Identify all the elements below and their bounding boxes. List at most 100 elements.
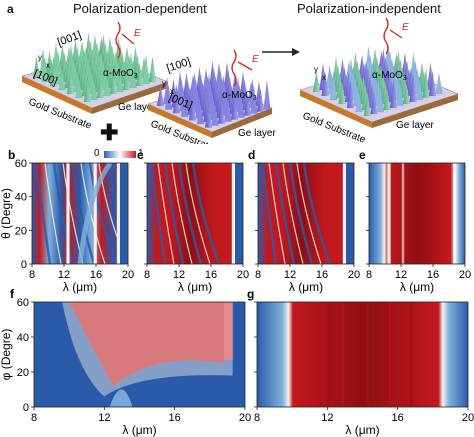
middle-wave-icon — [231, 49, 237, 87]
right-axis-x: x — [322, 73, 326, 82]
panel-letter-a: a — [7, 2, 14, 16]
x-tick-label: 20 — [462, 412, 474, 424]
heatmap-band — [401, 163, 405, 264]
y-axis-label: θ (Degre) — [0, 188, 13, 239]
cone-shape — [164, 84, 173, 110]
cone-shape — [415, 77, 424, 101]
cone-shape — [188, 93, 197, 121]
cone-shape — [103, 73, 111, 97]
cone-shape — [263, 80, 271, 110]
cone-shape — [109, 64, 118, 95]
cone-shape — [172, 84, 181, 114]
colorbar-max-label: 1 — [138, 148, 144, 159]
cone-shape — [224, 98, 232, 122]
plot-frame — [256, 301, 469, 408]
y-tick-label: 40 — [15, 192, 27, 204]
heatmap-panel-b: b 8 12 16 20 λ (μm) 0 20 40 60 θ (Degre) — [0, 148, 134, 294]
y-tick-label: 20 — [17, 367, 29, 379]
x-tick-label: 12 — [98, 412, 110, 424]
x-axis-label: λ (μm) — [345, 423, 379, 437]
heatmap-band — [453, 163, 457, 264]
x-axis-label: λ (μm) — [178, 280, 212, 294]
y-tick-label: 40 — [17, 332, 29, 344]
panel-letter-e: e — [359, 148, 366, 162]
y-tick-label: 0 — [21, 259, 27, 271]
heatmap-fringe — [177, 163, 203, 264]
cone-shape — [90, 79, 98, 101]
x-tick-label: 20 — [237, 269, 249, 281]
heatmap-fringe — [88, 163, 118, 264]
heatmap-band — [409, 302, 413, 407]
y-axis-label: φ (Degre) — [0, 329, 13, 381]
x-tick-label: 8 — [255, 269, 261, 281]
x-axis-label: λ (μm) — [289, 280, 323, 294]
title-polarization-dependent: Polarization-dependent — [73, 1, 207, 16]
heatmap-fringe — [268, 163, 286, 264]
heatmap-background — [369, 163, 465, 264]
heatmap-fringe — [44, 163, 62, 264]
cone-shape — [66, 66, 75, 95]
left-wave-icon — [115, 21, 121, 59]
cone-shape — [96, 70, 105, 99]
heatmap-panel-f: f 8 12 16 20 λ (μm) 0 20 40 60 φ (Degre) — [0, 287, 251, 437]
right-field-arrow-icon — [389, 29, 403, 39]
heatmap-fringe — [171, 163, 193, 264]
right-cone-array — [312, 42, 443, 117]
middle-gold-edge-side — [212, 108, 272, 138]
plot-frame — [33, 301, 246, 408]
plot-frame — [31, 162, 129, 265]
heatmap-fringe — [149, 163, 167, 264]
right-ge-label: Ge layer — [396, 120, 434, 131]
plot-frame — [257, 162, 355, 265]
cone-shape — [312, 71, 321, 93]
panel-letter-b: b — [8, 148, 15, 162]
cone-shape — [49, 56, 58, 87]
right-wave-icon — [383, 17, 389, 55]
middle-axis-y: y — [162, 79, 166, 88]
x-tick-label: 12 — [173, 269, 185, 281]
x-tick-label: 16 — [392, 412, 404, 424]
heatmap-panel-g: g 8 12 16 20 λ (μm) — [247, 287, 474, 437]
x-tick-label: 16 — [427, 269, 439, 281]
x-tick-label: 20 — [348, 269, 360, 281]
cone-shape — [116, 67, 124, 93]
y-tick-label: 0 — [23, 402, 29, 414]
left-field-arrow-icon — [121, 33, 135, 45]
heatmap-fringe — [77, 163, 113, 264]
cone-shape — [58, 67, 66, 91]
plot-frame — [368, 162, 466, 265]
right-sample: α-MoO3 Gold Substrate Ge layer y x E — [299, 17, 459, 144]
cone-shape — [363, 91, 372, 117]
cone-shape — [250, 86, 258, 114]
heatmap-fringe — [109, 389, 133, 407]
heatmap-fringe — [282, 163, 304, 264]
y-tick-label: 60 — [17, 297, 29, 309]
cone-shape — [211, 104, 219, 126]
heatmap-edge-band — [235, 163, 243, 264]
left-material-label: α-MoO3 — [103, 68, 138, 80]
cone-shape — [75, 77, 83, 99]
middle-material-label: α-MoO3 — [222, 90, 257, 102]
cone-shape — [217, 96, 226, 124]
heatmap-band — [388, 302, 392, 407]
cone-shape — [321, 71, 329, 97]
right-axis-y: y — [314, 65, 318, 74]
heatmap-edge-band — [342, 163, 346, 264]
heatmap-fringe — [34, 163, 52, 264]
heatmap-fringe — [296, 163, 322, 264]
cone-shape — [243, 94, 252, 116]
colorbar — [104, 151, 136, 158]
cone-shape — [435, 73, 443, 95]
transform-arrow-icon — [262, 48, 300, 56]
heatmap-band — [66, 163, 70, 264]
heatmap-edge-band — [346, 163, 354, 264]
cone-shape — [402, 83, 411, 105]
middle-sample: [100] [001] α-MoO3 Gold Substrate Ge lay… — [147, 49, 276, 144]
x-tick-label: 16 — [316, 269, 328, 281]
heatmap-panel-c: c 8 12 16 20 λ (μm) — [137, 148, 249, 294]
x-axis-label: λ (μm) — [63, 280, 97, 294]
cone-shape — [256, 88, 265, 112]
heatmap-panel-e: e 8 12 16 20 λ (μm) — [359, 148, 471, 294]
plus-icon: ✚ — [100, 120, 119, 145]
